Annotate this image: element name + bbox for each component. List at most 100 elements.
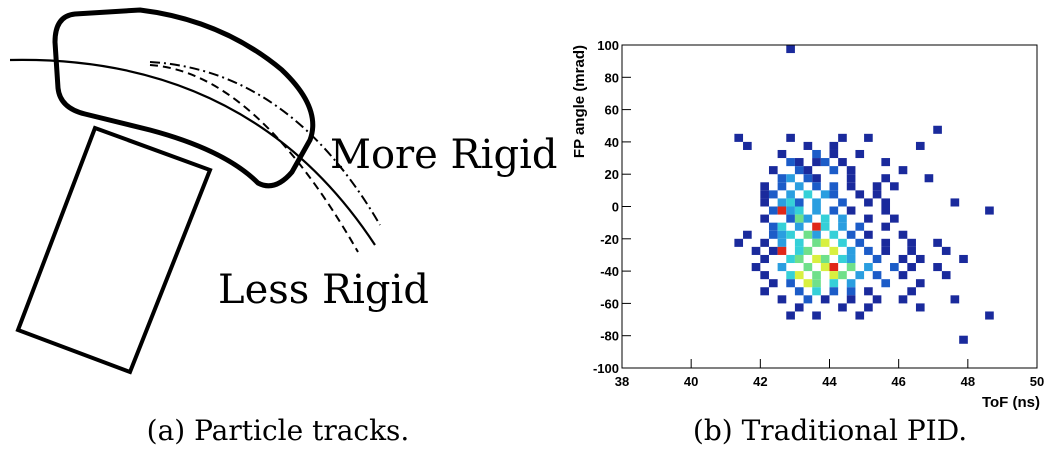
cell bbox=[872, 271, 882, 280]
cell bbox=[872, 182, 882, 191]
cell bbox=[846, 246, 856, 255]
y-tick-label: -100 bbox=[593, 361, 619, 376]
cell bbox=[838, 254, 847, 264]
cell bbox=[812, 230, 821, 239]
y-tick-label: 100 bbox=[597, 38, 619, 53]
cell bbox=[838, 303, 847, 312]
cell bbox=[881, 279, 891, 288]
cell bbox=[864, 214, 873, 223]
cell bbox=[820, 190, 830, 199]
cell bbox=[846, 263, 856, 272]
cell bbox=[829, 271, 839, 280]
cell bbox=[846, 166, 856, 175]
cell bbox=[803, 190, 813, 199]
label: Less Rigid bbox=[218, 267, 429, 313]
cell bbox=[829, 263, 839, 272]
caption: (b) Traditional PID. bbox=[693, 414, 967, 447]
cell bbox=[855, 149, 865, 159]
cell bbox=[959, 335, 968, 344]
cell bbox=[777, 295, 787, 304]
cell bbox=[898, 230, 908, 239]
cell bbox=[786, 190, 795, 199]
cell bbox=[985, 311, 994, 320]
cell bbox=[881, 198, 891, 207]
cell bbox=[812, 158, 821, 167]
cell bbox=[915, 279, 925, 288]
cell bbox=[907, 287, 916, 296]
cell bbox=[786, 279, 795, 288]
cell bbox=[959, 254, 968, 264]
y-tick-label: -20 bbox=[600, 232, 619, 247]
cell bbox=[803, 214, 813, 223]
cell bbox=[829, 287, 839, 296]
cell bbox=[812, 287, 821, 296]
cell bbox=[786, 133, 795, 142]
cell bbox=[786, 311, 795, 320]
cell bbox=[829, 149, 839, 159]
cell bbox=[812, 182, 821, 191]
y-tick-label: -60 bbox=[600, 296, 619, 311]
x-tick-label: 44 bbox=[822, 374, 837, 389]
cell bbox=[794, 246, 804, 255]
cell bbox=[812, 174, 821, 183]
cell bbox=[794, 238, 804, 247]
cell bbox=[898, 254, 908, 264]
cell bbox=[941, 246, 951, 255]
cell bbox=[881, 222, 891, 231]
y-tick-label: 0 bbox=[612, 200, 619, 215]
cell bbox=[820, 263, 830, 272]
cell bbox=[786, 214, 795, 223]
cell bbox=[820, 254, 830, 264]
cell bbox=[915, 254, 925, 264]
cell bbox=[864, 198, 873, 207]
cell bbox=[829, 230, 839, 239]
cell bbox=[872, 190, 882, 199]
cell bbox=[812, 311, 821, 320]
cell bbox=[864, 133, 873, 142]
caption: (a) Particle tracks. bbox=[147, 414, 410, 447]
cell bbox=[864, 287, 873, 296]
cell bbox=[803, 263, 813, 272]
cell bbox=[838, 133, 847, 142]
x-tick-label: 40 bbox=[684, 374, 698, 389]
cell bbox=[803, 295, 813, 304]
cell bbox=[794, 222, 804, 231]
cell bbox=[812, 222, 821, 231]
cell bbox=[829, 190, 839, 199]
track-rigid bbox=[149, 61, 381, 226]
cell bbox=[950, 198, 960, 207]
cell bbox=[864, 263, 873, 272]
cell bbox=[812, 238, 821, 247]
cell bbox=[890, 214, 899, 223]
magnet-body bbox=[15, 125, 213, 375]
cell bbox=[786, 271, 795, 280]
cell bbox=[734, 133, 744, 142]
cell bbox=[829, 246, 839, 255]
cell bbox=[768, 206, 778, 215]
cell bbox=[838, 238, 847, 247]
cell bbox=[812, 279, 821, 288]
cell bbox=[803, 141, 813, 150]
cell bbox=[760, 198, 769, 207]
cell bbox=[924, 174, 934, 183]
cell bbox=[794, 303, 804, 312]
x-tick-label: 42 bbox=[753, 374, 767, 389]
cell bbox=[777, 222, 787, 231]
track bbox=[9, 58, 376, 246]
cell bbox=[872, 295, 882, 304]
x-tick-label: 48 bbox=[961, 374, 975, 389]
cell bbox=[760, 190, 769, 199]
cell bbox=[751, 246, 761, 255]
cell bbox=[890, 182, 899, 191]
cell bbox=[794, 254, 804, 264]
cell bbox=[855, 311, 865, 320]
cell bbox=[803, 246, 813, 255]
particle-diagram: More Rigid Less Rigid bbox=[9, 7, 557, 375]
cell bbox=[907, 246, 916, 255]
cell bbox=[803, 230, 813, 239]
cell bbox=[768, 279, 778, 288]
cell bbox=[933, 125, 942, 134]
cell bbox=[846, 182, 856, 191]
cell bbox=[864, 246, 873, 255]
